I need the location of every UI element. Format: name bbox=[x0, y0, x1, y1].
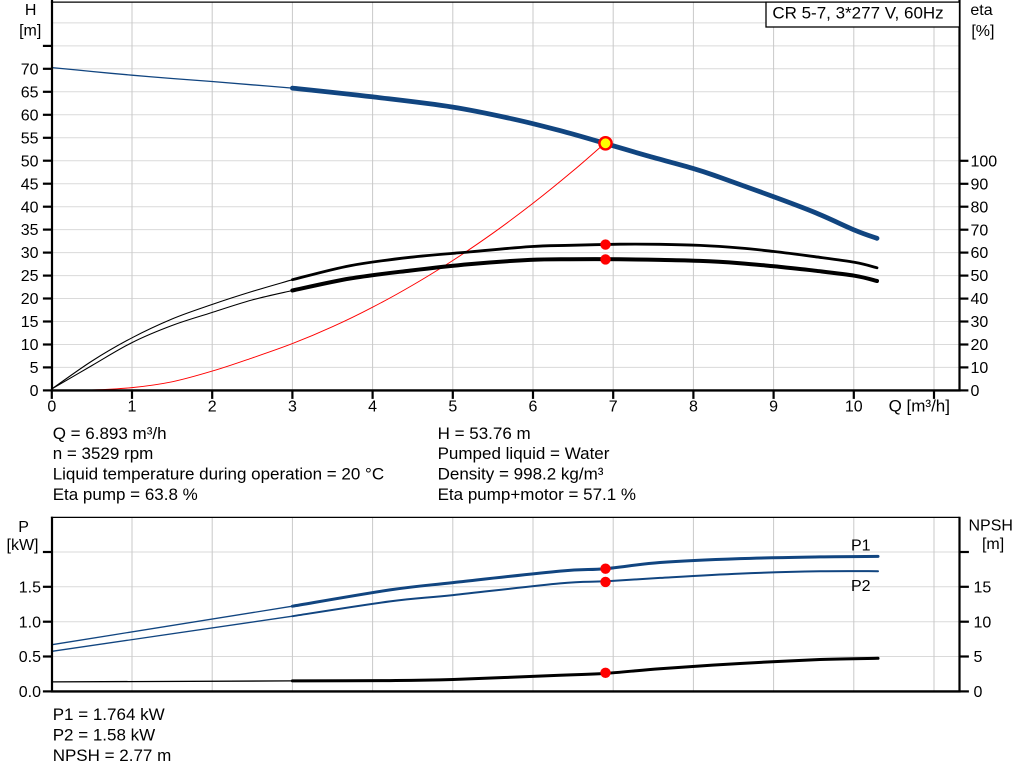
svg-text:P1: P1 bbox=[851, 538, 871, 555]
svg-text:0: 0 bbox=[974, 684, 983, 701]
svg-text:6: 6 bbox=[529, 399, 538, 416]
svg-text:10: 10 bbox=[21, 337, 39, 354]
svg-text:P1 = 1.764 kW: P1 = 1.764 kW bbox=[53, 705, 165, 724]
svg-text:9: 9 bbox=[769, 399, 778, 416]
svg-text:10: 10 bbox=[974, 614, 992, 631]
svg-text:100: 100 bbox=[971, 153, 998, 170]
svg-text:H: H bbox=[25, 2, 37, 19]
svg-text:55: 55 bbox=[21, 130, 39, 147]
svg-text:[kW]: [kW] bbox=[7, 537, 39, 554]
svg-text:2: 2 bbox=[208, 399, 217, 416]
svg-text:0.0: 0.0 bbox=[19, 684, 41, 701]
svg-text:50: 50 bbox=[21, 153, 39, 170]
svg-text:0: 0 bbox=[971, 383, 980, 400]
svg-text:65: 65 bbox=[21, 84, 39, 101]
svg-text:1.5: 1.5 bbox=[19, 579, 41, 596]
svg-text:1: 1 bbox=[128, 399, 137, 416]
svg-text:20: 20 bbox=[971, 337, 989, 354]
svg-text:20: 20 bbox=[21, 291, 39, 308]
svg-text:60: 60 bbox=[21, 107, 39, 124]
svg-text:P: P bbox=[18, 519, 29, 536]
svg-text:n = 3529 rpm: n = 3529 rpm bbox=[53, 444, 154, 463]
svg-text:15: 15 bbox=[21, 314, 39, 331]
svg-text:90: 90 bbox=[971, 176, 989, 193]
svg-text:80: 80 bbox=[971, 199, 989, 216]
svg-text:H = 53.76 m: H = 53.76 m bbox=[438, 424, 531, 443]
svg-text:Pumped liquid = Water: Pumped liquid = Water bbox=[438, 444, 610, 463]
svg-text:NPSH: NPSH bbox=[968, 518, 1012, 535]
svg-text:CR 5-7, 3*277 V, 60Hz: CR 5-7, 3*277 V, 60Hz bbox=[772, 3, 943, 22]
svg-text:0.5: 0.5 bbox=[19, 649, 41, 666]
svg-text:[m]: [m] bbox=[982, 536, 1004, 553]
svg-text:eta: eta bbox=[970, 2, 992, 19]
svg-text:0: 0 bbox=[30, 383, 39, 400]
svg-text:Q [m³/h]: Q [m³/h] bbox=[889, 397, 950, 416]
svg-text:4: 4 bbox=[368, 399, 377, 416]
svg-text:45: 45 bbox=[21, 176, 39, 193]
svg-text:Eta pump+motor = 57.1 %: Eta pump+motor = 57.1 % bbox=[438, 485, 636, 504]
svg-text:3: 3 bbox=[288, 399, 297, 416]
svg-text:70: 70 bbox=[971, 222, 989, 239]
svg-text:10: 10 bbox=[845, 399, 863, 416]
svg-text:Eta pump = 63.8 %: Eta pump = 63.8 % bbox=[53, 485, 198, 504]
svg-text:50: 50 bbox=[971, 268, 989, 285]
svg-text:NPSH = 2.77 m: NPSH = 2.77 m bbox=[53, 746, 172, 765]
svg-text:8: 8 bbox=[689, 399, 698, 416]
svg-text:35: 35 bbox=[21, 222, 39, 239]
svg-text:0: 0 bbox=[47, 399, 56, 416]
svg-text:30: 30 bbox=[21, 245, 39, 262]
svg-text:1.0: 1.0 bbox=[19, 614, 41, 631]
svg-text:60: 60 bbox=[971, 245, 989, 262]
svg-text:5: 5 bbox=[30, 360, 39, 377]
svg-text:30: 30 bbox=[971, 314, 989, 331]
svg-text:Q = 6.893 m³/h: Q = 6.893 m³/h bbox=[53, 424, 167, 443]
svg-text:P2: P2 bbox=[851, 578, 871, 595]
svg-text:Density = 998.2 kg/m³: Density = 998.2 kg/m³ bbox=[438, 465, 604, 484]
svg-text:40: 40 bbox=[971, 291, 989, 308]
svg-text:5: 5 bbox=[974, 649, 983, 666]
svg-text:15: 15 bbox=[974, 579, 992, 596]
svg-text:7: 7 bbox=[609, 399, 618, 416]
svg-text:P2 = 1.58 kW: P2 = 1.58 kW bbox=[53, 725, 156, 744]
svg-text:25: 25 bbox=[21, 268, 39, 285]
svg-text:70: 70 bbox=[21, 61, 39, 78]
svg-text:Liquid temperature during oper: Liquid temperature during operation = 20… bbox=[53, 465, 384, 484]
svg-text:5: 5 bbox=[448, 399, 457, 416]
svg-text:40: 40 bbox=[21, 199, 39, 216]
svg-text:10: 10 bbox=[971, 360, 989, 377]
svg-text:[m]: [m] bbox=[19, 23, 41, 40]
svg-text:[%]: [%] bbox=[971, 23, 994, 40]
